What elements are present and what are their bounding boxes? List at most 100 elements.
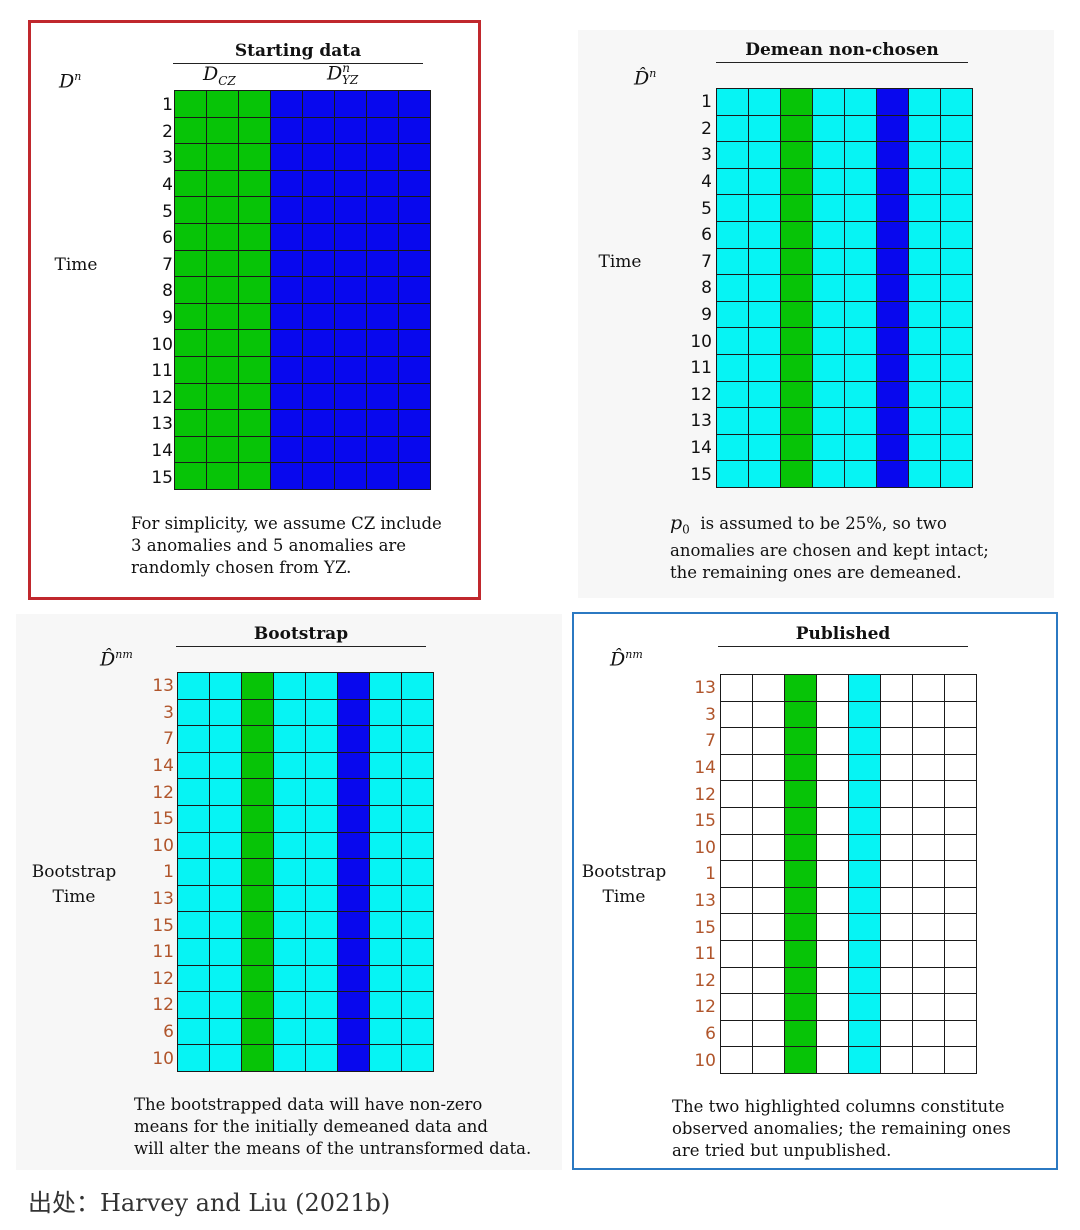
grid-cell bbox=[752, 1019, 785, 1048]
grid-cell bbox=[369, 751, 402, 780]
grid-cell bbox=[177, 991, 210, 1019]
grid-cell bbox=[273, 725, 306, 753]
grid-cell bbox=[716, 300, 749, 329]
grid-cell bbox=[209, 698, 242, 727]
grid-cell bbox=[241, 831, 274, 860]
grid-cell bbox=[366, 249, 399, 278]
grid-cell bbox=[844, 220, 877, 249]
grid-row bbox=[720, 939, 977, 968]
grid-cell bbox=[366, 462, 399, 490]
grid-cell bbox=[944, 753, 977, 782]
grid-cell bbox=[784, 806, 817, 835]
grid-cell bbox=[716, 274, 749, 302]
grid-cell bbox=[780, 300, 813, 329]
grid-cell bbox=[369, 804, 402, 833]
grid-cell bbox=[334, 249, 367, 278]
row-label: 15 bbox=[152, 809, 174, 830]
row-label: 8 bbox=[162, 281, 173, 302]
grid-cell bbox=[912, 700, 945, 729]
grid-cell bbox=[876, 300, 909, 329]
grid-row bbox=[716, 114, 973, 143]
grid-cell bbox=[337, 884, 370, 913]
grid-row bbox=[177, 911, 434, 939]
grid-cell bbox=[752, 806, 785, 835]
grid-cell bbox=[908, 167, 941, 196]
grid-cell bbox=[752, 780, 785, 808]
matrix-symbol: Dn bbox=[59, 70, 82, 93]
grid-cell bbox=[912, 939, 945, 968]
grid-cell bbox=[398, 116, 431, 145]
grid-cell bbox=[174, 90, 207, 118]
grid-cell bbox=[876, 327, 909, 355]
grid-cell bbox=[940, 353, 973, 382]
grid-cell bbox=[401, 1044, 434, 1072]
row-label: 11 bbox=[151, 361, 173, 382]
grid-row bbox=[174, 249, 431, 278]
grid-cell bbox=[844, 353, 877, 382]
grid-cell bbox=[944, 780, 977, 808]
grid-cell bbox=[780, 353, 813, 382]
grid-cell bbox=[401, 672, 434, 700]
grid-cell bbox=[401, 778, 434, 806]
row-label: 14 bbox=[152, 756, 174, 777]
grid-cell bbox=[848, 1046, 881, 1074]
grid-cell bbox=[720, 806, 753, 835]
row-label: 1 bbox=[701, 92, 712, 113]
grid-cell bbox=[720, 1019, 753, 1048]
grid-row bbox=[716, 274, 973, 302]
grid-row bbox=[720, 993, 977, 1021]
grid-cell bbox=[940, 194, 973, 222]
grid-cell bbox=[337, 1017, 370, 1046]
grid-cell bbox=[944, 993, 977, 1021]
grid-cell bbox=[784, 886, 817, 915]
grid-cell bbox=[369, 672, 402, 700]
row-label: 12 bbox=[152, 782, 174, 803]
side-label: Bootstrap Time bbox=[581, 862, 667, 907]
grid-cell bbox=[716, 247, 749, 276]
grid-cell bbox=[305, 831, 338, 860]
grid-cell bbox=[720, 993, 753, 1021]
grid-cell bbox=[241, 698, 274, 727]
grid-cell bbox=[752, 939, 785, 968]
grid-cell bbox=[752, 753, 785, 782]
grid-cell bbox=[209, 672, 242, 700]
grid-cell bbox=[748, 460, 781, 488]
side-label: Bootstrap Time bbox=[31, 862, 117, 907]
grid-cell bbox=[273, 991, 306, 1019]
grid-cell bbox=[305, 964, 338, 993]
grid-cell bbox=[940, 407, 973, 435]
grid-cell bbox=[270, 116, 303, 145]
grid-cell bbox=[716, 407, 749, 435]
title-rule bbox=[176, 646, 426, 647]
grid-cell bbox=[908, 194, 941, 222]
grid-cell bbox=[209, 725, 242, 753]
grid-cell bbox=[880, 993, 913, 1021]
grid-row bbox=[177, 884, 434, 913]
grid-cell bbox=[369, 1017, 402, 1046]
grid-cell bbox=[944, 674, 977, 702]
source-citation: 出处：Harvey and Liu (2021b) bbox=[28, 1189, 391, 1217]
grid-cell bbox=[270, 409, 303, 437]
grid-cell bbox=[912, 860, 945, 888]
row-label: 1 bbox=[163, 862, 174, 883]
row-label: 9 bbox=[162, 308, 173, 329]
grid-cell bbox=[940, 88, 973, 116]
grid-cell bbox=[876, 194, 909, 222]
grid-cell bbox=[273, 751, 306, 780]
grid-cell bbox=[401, 725, 434, 753]
grid-cell bbox=[206, 302, 239, 331]
grid-cell bbox=[908, 407, 941, 435]
grid-cell bbox=[369, 911, 402, 939]
grid-cell bbox=[337, 991, 370, 1019]
grid-cell bbox=[816, 939, 849, 968]
grid-cell bbox=[844, 327, 877, 355]
grid-cell bbox=[844, 433, 877, 462]
grid-cell bbox=[206, 276, 239, 304]
panel-bootstrap: Bootstrap D̂nm Bootstrap Time 13 3 7 14 12 15… bbox=[16, 614, 562, 1170]
grid-cell bbox=[206, 462, 239, 490]
row-label: 14 bbox=[690, 438, 712, 459]
grid-cell bbox=[302, 222, 335, 251]
grid-cell bbox=[302, 116, 335, 145]
grid-cell bbox=[720, 780, 753, 808]
grid-cell bbox=[337, 858, 370, 886]
